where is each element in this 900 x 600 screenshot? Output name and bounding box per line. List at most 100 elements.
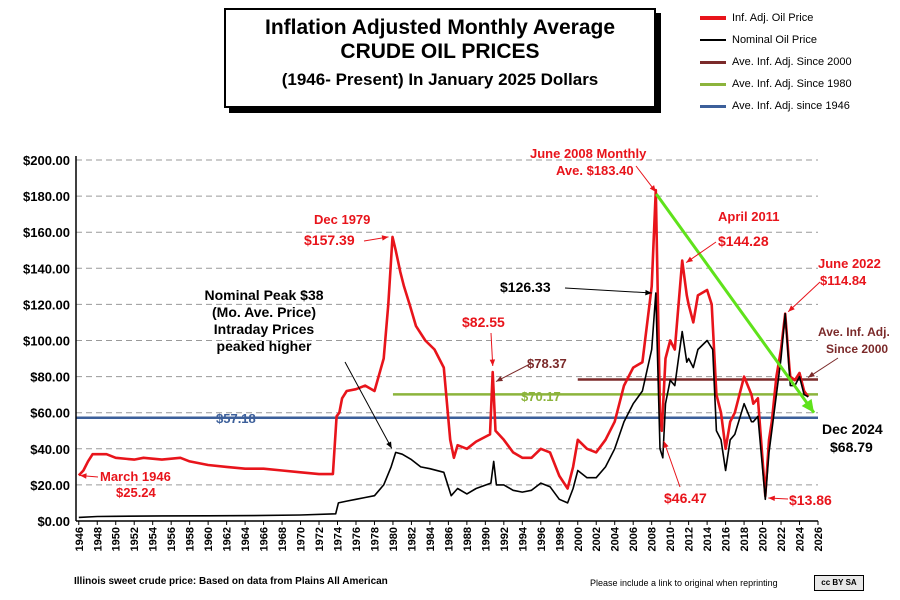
x-tick-label: 2022: [776, 527, 788, 551]
annotation-june-2008: June 2008 Monthly: [530, 146, 647, 161]
axis-layer: $0.00 $20.00 $40.00 $60.00 $80.00 $100.00 $120…: [23, 153, 825, 551]
x-tick-label: 1948: [92, 527, 104, 551]
legend-label-nominal: Nominal Oil Price: [732, 34, 817, 46]
x-tick-label: 1986: [443, 527, 455, 551]
x-tick-label: 1994: [517, 526, 529, 551]
average-1980-value-label: $70.17: [521, 389, 561, 404]
cc-license-badge[interactable]: cc BY SA: [814, 575, 864, 591]
x-tick-label: 1952: [129, 527, 141, 551]
annotation-2020-low: $13.86: [789, 492, 832, 508]
annotation-dec-2024-value: $68.79: [830, 439, 873, 455]
legend-item-ave-2000: Ave. Inf. Adj. Since 2000: [700, 52, 852, 72]
reprint-note: Please include a link to original when r…: [590, 578, 778, 588]
legend-label-ave-1946: Ave. Inf. Adj. since 1946: [732, 100, 850, 112]
annotation-1990-peak: $82.55: [462, 314, 505, 330]
legend-item-nominal: Nominal Oil Price: [700, 30, 817, 50]
legend-swatch-ave-2000: [700, 60, 726, 64]
legend-item-ave-1980: Ave. Inf. Adj. Since 1980: [700, 74, 852, 94]
y-tick-label: $160.00: [23, 225, 70, 240]
x-tick-label: 2020: [758, 527, 770, 551]
x-tick-label: 1946: [74, 527, 86, 551]
annotation-june-2022-value: $114.84: [820, 273, 867, 288]
annotation-june-2008-value: Ave. $183.40: [556, 163, 634, 178]
x-tick-label: 1998: [554, 527, 566, 551]
annotation-2009-low: $46.47: [664, 490, 707, 506]
x-tick-label: 1996: [536, 527, 548, 551]
legend-item-inf-adj: Inf. Adj. Oil Price: [700, 8, 813, 28]
pointer-2009-low: [663, 440, 681, 488]
trend-arrow-head: [801, 398, 814, 413]
series-line-inf-adj: [77, 188, 810, 498]
x-tick-label: 1984: [425, 526, 437, 551]
y-tick-label: $0.00: [37, 514, 70, 529]
x-tick-label: 1980: [388, 527, 400, 551]
annotation-nominal-peak-line: (Mo. Ave. Price): [212, 304, 316, 320]
y-tick-label: $200.00: [23, 153, 70, 168]
average-1946-value-label: $57.18: [216, 411, 256, 426]
average-2000-value-label: $78.37: [527, 356, 567, 371]
x-tick-label: 1964: [240, 526, 252, 551]
pointer-nominal-peak: [344, 361, 393, 449]
series-line-nominal: [78, 292, 809, 519]
pointer-1990-peak-head: [489, 359, 496, 366]
legend-label-ave-1980: Ave. Inf. Adj. Since 1980: [732, 78, 852, 90]
pointer-nominal-peak-head: [386, 441, 392, 449]
x-tick-label: 1962: [222, 527, 234, 551]
annotation-dec-1979: Dec 1979: [314, 212, 370, 227]
x-tick-label: 1992: [499, 527, 511, 551]
x-tick-label: 2006: [628, 527, 640, 551]
chart-title-line1: Inflation Adjusted Monthly Average: [264, 16, 616, 39]
x-tick-label: 2012: [684, 527, 696, 551]
legend-swatch-inf-adj: [700, 16, 726, 20]
x-tick-label: 1974: [333, 526, 345, 551]
y-tick-label: $120.00: [23, 297, 70, 312]
pointer-ave-2000-label-head: [496, 376, 503, 382]
x-tick-label: 2016: [721, 527, 733, 551]
x-tick-label: 1966: [259, 527, 271, 551]
x-tick-label: 2018: [739, 527, 751, 551]
y-tick-label: $60.00: [30, 406, 70, 421]
legend-swatch-ave-1980: [700, 82, 726, 86]
x-tick-label: 2008: [647, 527, 659, 551]
annotation-april-2011: April 2011: [718, 209, 779, 224]
x-tick-label: 1990: [480, 527, 492, 551]
chart-title-box: Inflation Adjusted Monthly Average CRUDE…: [224, 8, 656, 108]
annotation-march-1946-value: $25.24: [116, 485, 157, 500]
legend-swatch-nominal: [700, 39, 726, 41]
grid-layer: [76, 159, 818, 486]
x-tick-label: 1988: [462, 527, 474, 551]
y-tick-label: $180.00: [23, 189, 70, 204]
y-tick-label: $40.00: [30, 442, 70, 457]
x-tick-label: 1978: [369, 527, 381, 551]
x-tick-label: 1956: [166, 527, 178, 551]
annotation-nominal-peak-line: Intraday Prices: [214, 321, 315, 337]
x-tick-label: 1968: [277, 527, 289, 551]
trend-arrow-line: [655, 193, 816, 414]
annotation-ave-since-2000-value: Since 2000: [826, 342, 888, 356]
x-tick-label: 1976: [351, 527, 363, 551]
pointer-june-2022-head: [788, 305, 795, 312]
annotation-april-2011-value: $144.28: [718, 233, 769, 249]
x-tick-label: 1970: [296, 527, 308, 551]
pointer-ave-since-2000-head: [808, 371, 815, 378]
pointer-june-2008-head: [649, 185, 656, 192]
pointer-april-2011-head: [686, 256, 694, 263]
chart-legend: Inf. Adj. Oil Price Nominal Oil Price Av…: [700, 6, 896, 114]
x-tick-label: 2014: [702, 526, 714, 551]
y-tick-label: $80.00: [30, 370, 70, 385]
pointer-2008-nominal: [564, 287, 652, 294]
pointer-march-1946-head: [80, 473, 87, 479]
x-tick-label: 2010: [665, 527, 677, 551]
x-tick-label: 2002: [591, 527, 603, 551]
x-tick-label: 1972: [314, 527, 326, 551]
legend-swatch-ave-1946: [700, 104, 726, 108]
annotation-dec-2024: Dec 2024: [822, 421, 883, 437]
x-tick-label: 1954: [148, 526, 160, 551]
annotation-june-2022: June 2022: [818, 256, 881, 271]
x-tick-label: 2026: [813, 527, 825, 551]
y-tick-label: $20.00: [30, 478, 70, 493]
source-note: Illinois sweet crude price: Based on dat…: [74, 576, 388, 587]
annotation-ave-since-2000: Ave. Inf. Adj.: [818, 325, 890, 339]
pointer-2009-low-head: [663, 441, 669, 449]
